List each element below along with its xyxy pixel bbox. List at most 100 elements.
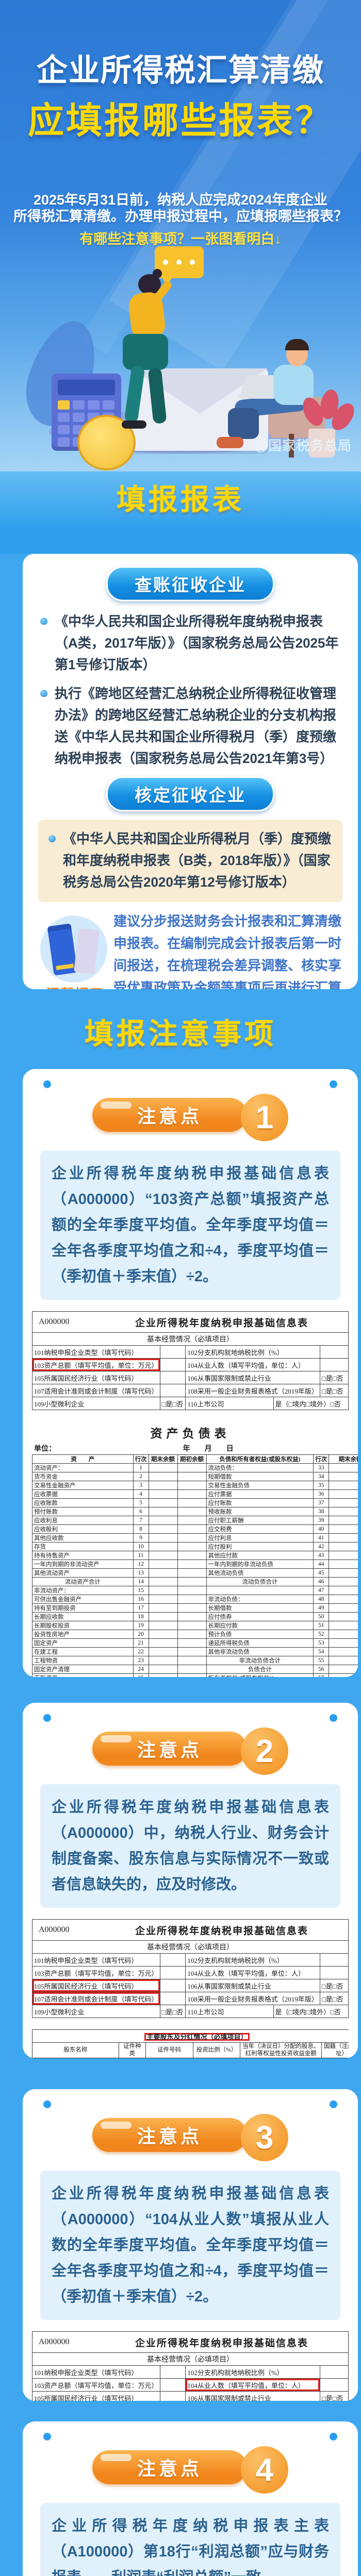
field-label: 104从业人数（填写平均值，单位：人） bbox=[185, 1358, 320, 1371]
row-label: 预收账款 bbox=[206, 1507, 314, 1516]
row-label: 预付账款 bbox=[32, 1507, 134, 1516]
column-header: 期末余额 bbox=[329, 1454, 358, 1464]
row-number: 5 bbox=[133, 1498, 149, 1507]
corner-dot bbox=[330, 1080, 337, 1088]
amount-cell bbox=[177, 1647, 207, 1656]
row-number: 19 bbox=[133, 1621, 149, 1630]
amount-cell bbox=[177, 1630, 207, 1639]
amount-cell bbox=[177, 1516, 207, 1525]
row-label: 流动负债合计 bbox=[206, 1577, 314, 1586]
row-number: 12 bbox=[133, 1560, 149, 1569]
amount-cell bbox=[329, 1472, 358, 1481]
row-label: 预计负债 bbox=[206, 1630, 314, 1639]
field-label: 110上市公司 bbox=[185, 2005, 274, 2018]
field-value: □是□否 bbox=[319, 1371, 349, 1384]
balance-sheet-table: 资 产行次期末余额期初余额负债和所有者权益(或股东权益)行次期末余额流动资产：1… bbox=[32, 1454, 358, 1677]
amount-cell bbox=[329, 1542, 358, 1551]
bullet-dot bbox=[40, 690, 47, 697]
section-band bbox=[0, 471, 361, 554]
audit-items-list: 《中华人民共和国企业所得税年度纳税申报表（A类，2017年版）》（国家税务总局公… bbox=[40, 611, 340, 769]
column-header: 期初余额 bbox=[177, 1454, 207, 1464]
column-header: 行次 bbox=[313, 1454, 330, 1464]
note-panel-3: 注意点 3 企业所得税年度纳税申报基础信息表（A000000）“104从业人数”… bbox=[23, 2089, 358, 2401]
form-title: 企业所得税年度纳税申报基础信息表 bbox=[135, 1317, 308, 1329]
field-value: □是□否 bbox=[319, 2391, 349, 2401]
balance-sheet-title: 资产负债表 bbox=[150, 1427, 231, 1440]
column-header: 当年（决议日）分配的股息、红利等权益性投资收益金额 bbox=[240, 2042, 322, 2058]
amount-cell bbox=[329, 1647, 358, 1656]
field-value: □是□否 bbox=[159, 1397, 186, 1410]
row-number: 34 bbox=[313, 1472, 330, 1481]
speech-bubble-icon bbox=[155, 246, 204, 285]
amount-cell bbox=[177, 1673, 207, 1677]
base-info-form-shot: A000000 企业所得税年度纳税申报基础信息表 基本经营情况（必填项目） 101纳税… bbox=[32, 2331, 349, 2401]
amount-cell bbox=[329, 1551, 358, 1560]
list-item-text: 《中华人民共和国企业所得税月（季）度预缴和年度纳税申报表（B类，2018年版）》… bbox=[63, 831, 332, 890]
row-label: 其他流动资产 bbox=[32, 1568, 134, 1578]
table-title: 主要股东及分红情况（必填项目） bbox=[32, 2029, 349, 2043]
row-number: 23 bbox=[133, 1656, 149, 1665]
amount-cell bbox=[329, 1577, 358, 1586]
date-label: 年 月 日 bbox=[183, 1445, 234, 1453]
row-label: 持有待售资产 bbox=[32, 1551, 134, 1560]
amount-cell bbox=[148, 1656, 178, 1665]
amount-cell bbox=[148, 1516, 178, 1525]
amount-cell bbox=[329, 1673, 358, 1677]
note-number-badge: 3 bbox=[241, 2114, 288, 2161]
base-info-table: 基本经营情况（必填项目） 101纳税申报企业类型（填写代码） 102分支机构就地纳税… bbox=[32, 2352, 349, 2401]
row-label: 非流动负债： bbox=[206, 1595, 314, 1604]
amount-cell bbox=[148, 1568, 178, 1578]
amount-cell bbox=[177, 1463, 207, 1472]
bullet-dot bbox=[40, 618, 47, 625]
row-number: 2 bbox=[133, 1472, 149, 1481]
amount-cell bbox=[329, 1498, 358, 1507]
field-label: 103资产总额（填写平均值，单位：万元） bbox=[32, 2378, 160, 2392]
amount-cell bbox=[329, 1463, 358, 1472]
row-number: 54 bbox=[313, 1647, 330, 1656]
corner-dot bbox=[330, 2433, 337, 2441]
field-value bbox=[159, 2365, 186, 2379]
field-label: 106从事国家限制或禁止行业 bbox=[185, 2391, 320, 2401]
row-label: 其他非流动负债 bbox=[206, 1647, 314, 1656]
row-number: 4 bbox=[133, 1489, 149, 1499]
amount-cell bbox=[148, 1638, 178, 1648]
amount-cell bbox=[329, 1481, 358, 1490]
tip-text: 建议分步报送财务会计报表和汇算清缴申报表。在编制完成会计报表后第一时间报送，在梳… bbox=[113, 914, 342, 989]
field-label: 101纳税申报企业类型（填写代码） bbox=[32, 1345, 160, 1359]
row-number: 36 bbox=[313, 1489, 330, 1499]
field-value bbox=[159, 1953, 186, 1967]
row-label: 其他流动负债 bbox=[206, 1568, 314, 1578]
corner-dot bbox=[43, 1714, 51, 1722]
form-subtitle: 基本经营情况（必填项目） bbox=[32, 1332, 349, 1346]
note-pill-label: 注意点 bbox=[92, 2118, 247, 2152]
amount-cell bbox=[148, 1612, 178, 1621]
amount-cell bbox=[148, 1507, 178, 1516]
row-number: 35 bbox=[313, 1481, 330, 1490]
field-value bbox=[159, 1358, 186, 1371]
amount-cell bbox=[177, 1638, 207, 1648]
row-number: 52 bbox=[313, 1630, 330, 1639]
form-subtitle: 基本经营情况（必填项目） bbox=[32, 2352, 349, 2366]
row-label: 一年内到期的非流动资产 bbox=[32, 1560, 134, 1569]
field-label: 103资产总额（填写平均值，单位：万元） bbox=[32, 1966, 160, 1979]
note-2-text: 企业所得税年度纳税申报基础信息表（A000000）中，纳税人行业、财务会计制度备… bbox=[40, 1784, 340, 1908]
audit-collection-pill: 查账征收企业 bbox=[106, 566, 274, 601]
row-label: 流动负债： bbox=[206, 1463, 314, 1472]
field-value bbox=[319, 1358, 349, 1371]
field-label: 102分支机构就地纳税比例（%） bbox=[185, 2365, 320, 2379]
row-number: 39 bbox=[313, 1516, 330, 1525]
field-label: 104从业人数（填写平均值，单位：人） bbox=[185, 2378, 320, 2392]
row-number: 53 bbox=[313, 1638, 330, 1648]
form-title: 企业所得税年度纳税申报基础信息表 bbox=[135, 1925, 308, 1937]
list-item: 《中华人民共和国企业所得税年度纳税申报表（A类，2017年版）》（国家税务总局公… bbox=[40, 611, 340, 675]
row-number: 24 bbox=[133, 1665, 149, 1674]
row-number: 9 bbox=[133, 1533, 149, 1543]
row-number: 47 bbox=[313, 1586, 330, 1595]
field-value bbox=[319, 1953, 349, 1967]
row-label bbox=[206, 1586, 314, 1595]
illustration bbox=[0, 242, 361, 470]
amount-cell bbox=[177, 1595, 207, 1604]
field-label: 109小型微利企业 bbox=[32, 2005, 160, 2018]
list-item-text: 《中华人民共和国企业所得税年度纳税申报表（A类，2017年版）》（国家税务总局公… bbox=[55, 614, 339, 672]
